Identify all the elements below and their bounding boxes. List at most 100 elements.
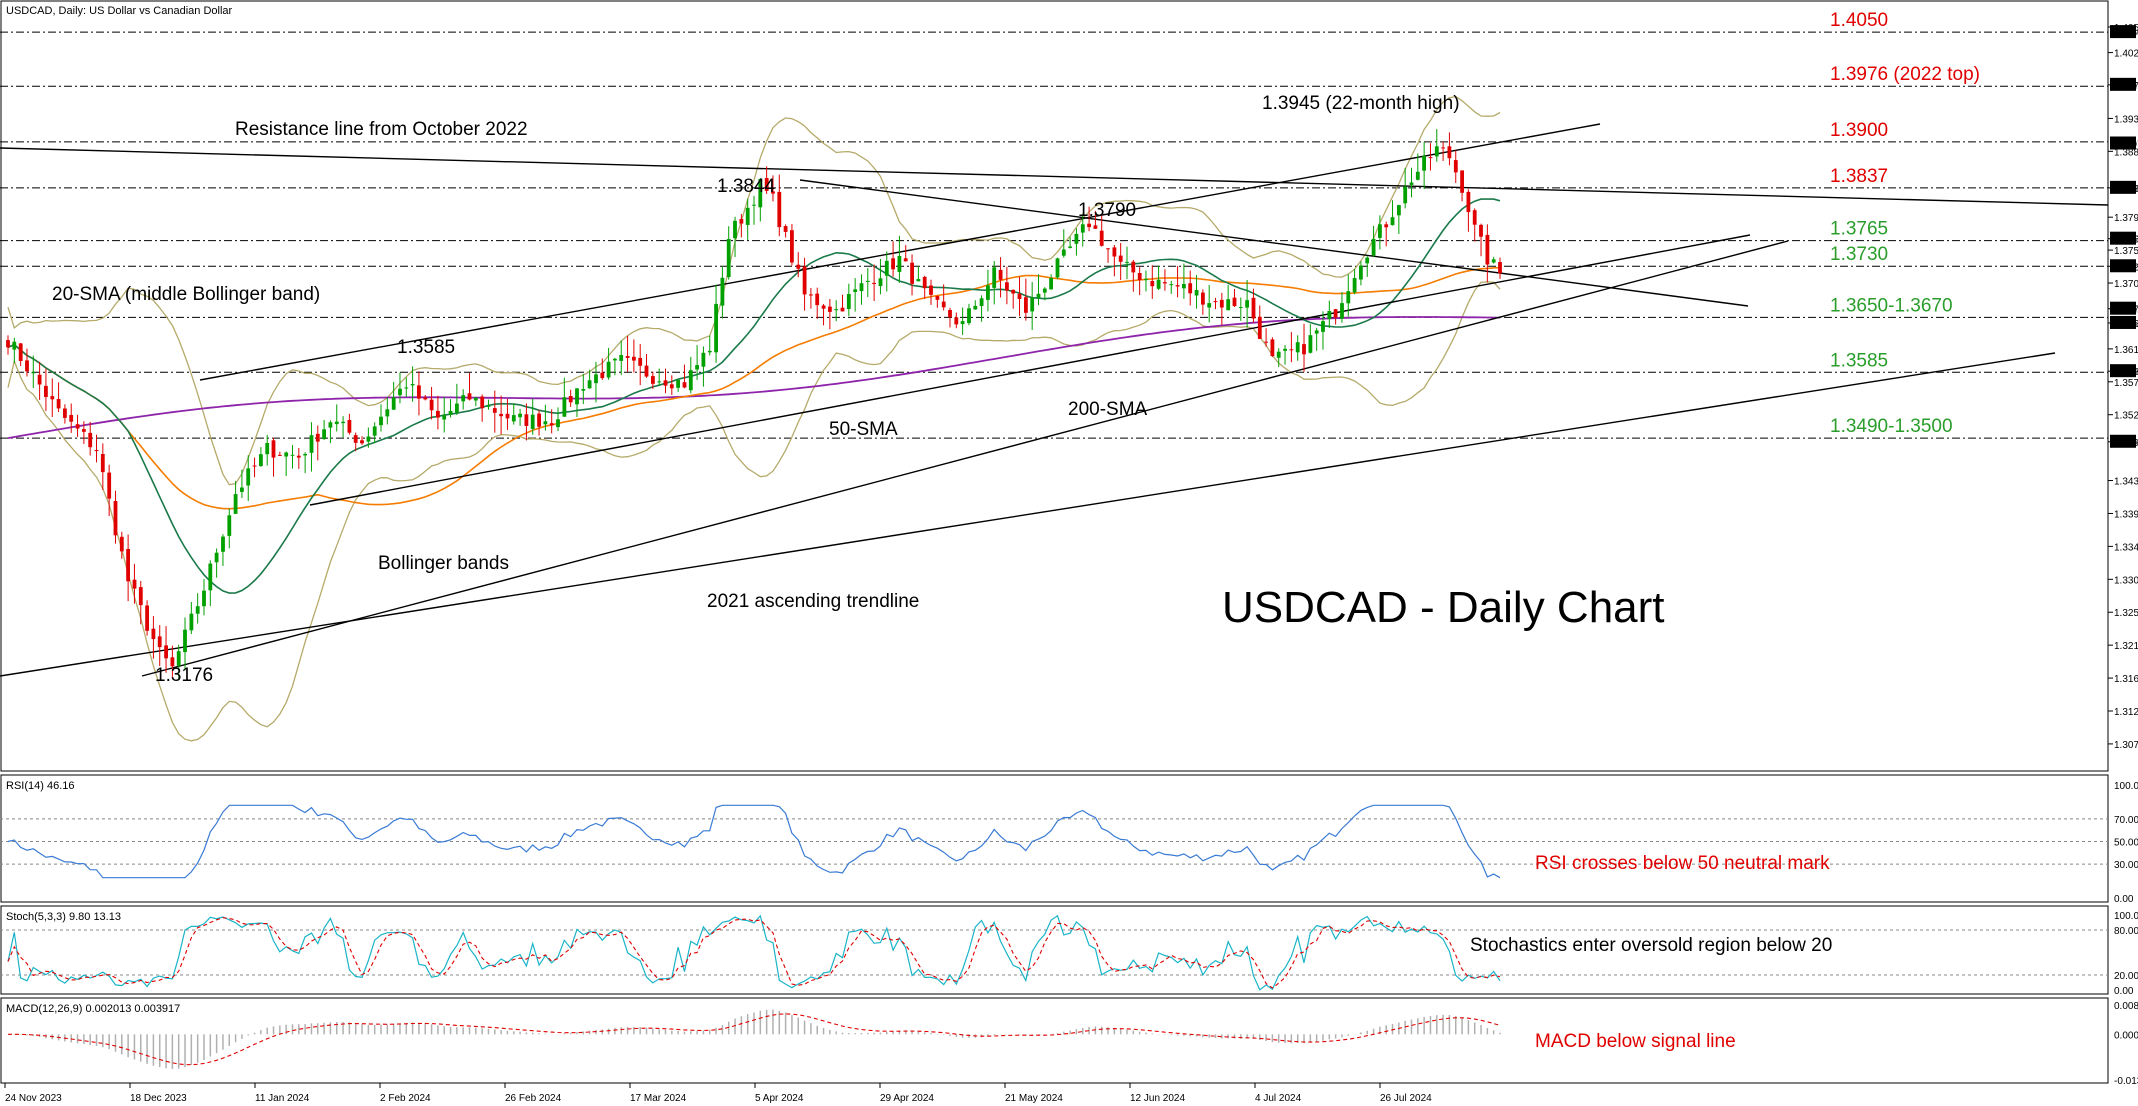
candle-body <box>739 219 744 224</box>
candle-body <box>328 422 333 428</box>
candle-body <box>1194 290 1199 296</box>
candle-body <box>37 374 42 385</box>
candle-body <box>783 226 788 232</box>
candle-body <box>1447 146 1452 159</box>
candle-body <box>69 415 74 422</box>
candle-body <box>360 440 364 444</box>
candle-body <box>12 341 17 350</box>
candle-body <box>1327 311 1332 319</box>
trendlines <box>0 123 2109 677</box>
rsi-tick-label: 100.00 <box>2114 781 2138 792</box>
high-22m-label: 1.3945 (22-month high) <box>1262 93 1460 114</box>
stoch-tick-label: 80.00 <box>2114 926 2138 937</box>
candle-body <box>1352 278 1357 293</box>
candle-body <box>480 396 485 409</box>
candle-body <box>1106 248 1110 250</box>
candle-body <box>1036 293 1041 298</box>
candle-body <box>777 191 782 228</box>
candle-body <box>695 365 699 370</box>
candle-body <box>1182 284 1186 289</box>
candle-body <box>910 262 914 284</box>
candle-body <box>1276 351 1281 358</box>
macd-tick-label: 0.000000 <box>2114 1030 2138 1041</box>
candle-body <box>916 279 921 282</box>
rsi-title: RSI(14) 46.16 <box>6 780 74 792</box>
candle-body <box>473 397 478 401</box>
candle-body <box>1112 247 1117 257</box>
rsi-tick-label: 50.00 <box>2114 838 2138 849</box>
candle-body <box>278 454 282 456</box>
candle-body <box>455 403 459 413</box>
candle-body <box>764 178 769 191</box>
candle-body <box>18 343 23 361</box>
sma200-label: 200-SMA <box>1068 399 1148 420</box>
price-tick-label: 1.35270 <box>2114 411 2138 422</box>
macd-panel <box>0 997 2109 1084</box>
price-tick-label: 1.33020 <box>2114 575 2138 586</box>
candle-body <box>948 310 952 318</box>
candle-body <box>214 552 219 563</box>
date-tick-label: 26 Feb 2024 <box>505 1093 562 1104</box>
candle-body <box>644 365 649 377</box>
price-highlight-label: 1.34900 <box>2112 438 2138 449</box>
candle-body <box>922 276 927 289</box>
sma20-line <box>7 198 1501 594</box>
candle-body <box>1472 210 1477 225</box>
level-label: 1.3650-1.3670 <box>1830 295 1953 316</box>
candle-body <box>1428 157 1433 159</box>
price-highlight-box <box>2110 25 2136 39</box>
candle-body <box>88 432 93 448</box>
candle-body <box>1080 224 1085 233</box>
candle-body <box>1163 282 1167 284</box>
price-tick-label: 1.33470 <box>2114 542 2138 553</box>
candle-body <box>511 415 516 422</box>
candle-body <box>651 376 655 384</box>
candle-body <box>594 374 598 384</box>
candle-body <box>31 372 36 374</box>
candle-body <box>436 410 440 418</box>
date-tick-label: 4 Jul 2024 <box>1255 1093 1302 1104</box>
rsi-tick-label: 0.00 <box>2114 894 2134 905</box>
stochastics-indicator: 100.00 80.00 20.00 0.00 <box>0 911 2138 997</box>
candle-body <box>202 590 206 607</box>
date-tick-label: 5 Apr 2024 <box>755 1093 804 1104</box>
price-tick-label: 1.32570 <box>2114 608 2138 619</box>
candle-body <box>1441 147 1445 149</box>
candle-body <box>1188 283 1193 294</box>
candle-body <box>132 579 137 589</box>
bollinger-label: Bollinger bands <box>378 553 509 574</box>
candle-body <box>714 303 718 353</box>
candle-body <box>941 301 946 308</box>
candle-body <box>1403 186 1408 204</box>
rsi-panel <box>0 774 2109 903</box>
date-tick-label: 11 Jan 2024 <box>255 1093 310 1104</box>
candle-body <box>1011 289 1016 294</box>
price-tick-label: 1.40220 <box>2114 49 2138 60</box>
price-tick-label: 1.34370 <box>2114 477 2138 488</box>
candle-body <box>164 645 168 659</box>
trend-2021-label: 2021 ascending trendline <box>707 591 919 612</box>
candle-body <box>183 629 187 653</box>
descending-line-from-1-3844 <box>799 179 1749 307</box>
candle-body <box>859 283 864 292</box>
candle-body <box>986 285 990 300</box>
price-tick-label: 1.33920 <box>2114 509 2138 520</box>
candle-body <box>303 454 307 456</box>
candle-body <box>815 293 820 306</box>
candle-body <box>157 636 162 648</box>
candle-body <box>663 380 668 386</box>
sma50-line <box>7 266 1501 510</box>
date-tick-label: 26 Jul 2024 <box>1380 1093 1432 1104</box>
candle-body <box>562 397 567 417</box>
price-tick-label: 1.37970 <box>2114 213 2138 224</box>
price-tick-label: 1.35720 <box>2114 378 2138 389</box>
candle-body <box>619 355 624 361</box>
price-highlight-box <box>2110 434 2136 448</box>
candle-body <box>929 285 933 295</box>
candle-body <box>625 356 630 358</box>
candle-body <box>385 409 390 417</box>
candle-body <box>119 536 124 552</box>
candle-body <box>638 357 643 366</box>
level-label: 1.3837 <box>1830 166 1888 187</box>
macd-tick-label: -0.013181 <box>2114 1076 2138 1087</box>
